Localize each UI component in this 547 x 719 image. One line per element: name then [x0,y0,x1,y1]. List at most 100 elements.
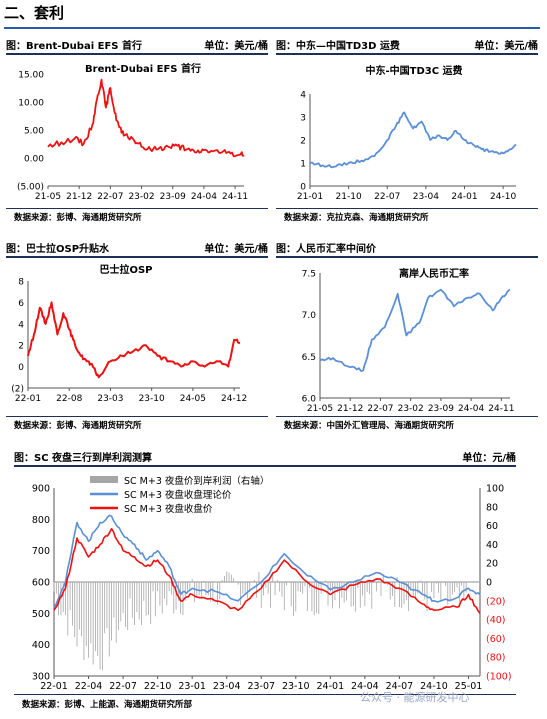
x-tick-label: 21-05 [35,192,61,202]
panel3-title: 图：巴士拉OSP升贴水 [6,244,110,255]
y-tick-label: 600 [32,578,50,589]
panel2-header-rule [276,53,538,55]
x-tick-label: 24-11 [488,404,514,414]
x-tick-label: 23-10 [139,394,165,404]
y2-tick-label: 0 [486,578,492,589]
panel1-title: 图：Brent-Dubai EFS 首行 [6,41,142,52]
x-tick-label: 21-12 [337,404,363,414]
panel5-header-rule [14,465,516,467]
y2-tick-label: (80) [486,653,506,664]
y-tick-label: 15.00 [18,71,44,81]
y-tick-label: 6.0 [302,395,317,405]
panel4-header: 图：人民币汇率中间价 [276,240,538,255]
x-tick-label: 22-01 [40,681,68,692]
x-tick-label: 23-04 [213,681,241,692]
panel3-header: 图：巴士拉OSP升贴水 单位：美元/桶 [6,240,268,255]
x-tick-label: 23-02 [128,192,154,202]
series-line [53,514,481,608]
y2-tick-label: (60) [486,634,506,645]
y2-tick-label: (40) [486,615,506,626]
y-tick-label: (5.00) [17,183,44,193]
y2-tick-label: 80 [486,502,498,513]
y-tick-label: 10.00 [18,99,44,109]
panel5-title: 图：SC 夜盘三行到岸利润测算 [14,453,153,464]
x-tick-label: 22-07 [97,192,123,202]
x-tick-label: 23-10 [282,681,310,692]
y-tick-label: 2 [300,137,306,147]
chart-title: 离岸人民币汇率 [399,267,469,280]
panel2-title: 图：中东—中国TD3D 运费 [276,41,400,52]
panel5-unit: 单位：元/桶 [462,453,516,464]
panel2-source-rule [276,208,538,209]
panel5-source-rule [14,694,516,695]
y-tick-label: 0 [18,363,24,373]
y-tick-label: (2) [11,385,24,395]
x-tick-label: 21-05 [307,404,333,414]
x-tick-label: 22-07 [109,681,137,692]
panel4-chart: 7.5 7.0 6.5 6.021-05 21-12 22-07 23-02 23-09 24-… [302,267,515,414]
y2-tick-label: (100) [486,672,512,683]
x-tick-label: 24-05 [180,394,206,404]
panel4-title: 图：人民币汇率中间价 [276,244,376,255]
panel3-unit: 单位：美元/桶 [204,244,268,255]
section-title: 二、套利 [4,4,65,22]
x-tick-label: 22-01 [15,394,41,404]
panel5-chart: 900 800 700 600 500 400 300 100 80 60 40 20 0 (20) (40… [32,475,512,692]
x-tick-label: 23-09 [428,404,454,414]
x-tick-label: 23-09 [160,192,186,202]
x-tick-label: 22-07 [367,404,393,414]
y-tick-label: 3 [300,114,306,124]
x-tick-label: 24-01 [317,681,345,692]
chart-title: Brent-Dubai EFS 首行 [85,62,201,75]
panel1-source: 数据来源：彭博、海通期货研究所 [14,213,142,223]
y-tick-label: 500 [32,609,50,620]
y-tick-label: 7.5 [302,270,316,280]
y2-tick-label: 40 [486,540,498,551]
panel5-header: 图：SC 夜盘三行到岸利润测算 单位：元/桶 [14,449,516,464]
panel5-source: 数据来源：彭博、上能源、海通期货研究所部 [22,700,193,710]
series-line [309,111,517,169]
x-tick-label: 22-10 [144,681,172,692]
series-line [27,301,241,379]
y-tick-label: 0.00 [24,155,44,165]
legend-label: SC M+3 夜盘收盘理论价 [124,489,232,501]
x-tick-label: 24-10 [420,681,448,692]
y2-tick-label: 100 [486,484,504,495]
panel2-unit: 单位：美元/桶 [474,41,538,52]
x-tick-label: 22-08 [56,394,82,404]
y-tick-label: 4 [300,91,306,101]
x-tick-label: 24-01 [451,192,477,202]
y-tick-label: 6.5 [302,353,316,363]
panel3-chart: 8 6 4 2 0 (2)22-01 22-08 23-03 23-10 24-05 24-12 巴士… [11,263,247,404]
panel3-header-rule [6,256,268,258]
y-tick-label: 0 [300,183,306,193]
x-tick-label: 24-12 [221,394,247,404]
y-tick-label: 6 [18,299,24,309]
x-tick-label: 25-01 [455,681,483,692]
x-tick-label: 22-07 [374,192,400,202]
x-tick-label: 23-02 [398,404,424,414]
panel1-header-rule [6,53,268,55]
y-tick-label: 2 [18,342,24,352]
chart-title: 巴士拉OSP [99,263,152,276]
panel3-source: 数据来源：彭博、海通期货研究所 [14,421,142,431]
chart-title: 中东-中国TD3C 运费 [365,64,462,77]
panel4-source: 数据来源：中国外汇管理局、海通期货研究所 [284,421,455,431]
y-tick-label: 8 [18,278,24,288]
y-tick-label: 700 [32,546,50,557]
section-underline [4,27,540,29]
legend-label: SC M+3 夜盘价到岸利润（右轴） [124,475,269,487]
panel2-chart: 4 3 2 1 021-01 21-10 22-07 23-04 24-01 24-10 中东-中国… [297,64,517,202]
x-tick-label: 24-04 [351,681,379,692]
series-line [53,527,481,614]
panel2-header: 图：中东—中国TD3D 运费 单位：美元/桶 [276,37,538,52]
x-tick-label: 23-01 [178,681,206,692]
y-tick-label: 300 [32,672,50,683]
y-tick-label: 900 [32,484,50,495]
x-tick-label: 24-04 [191,192,217,202]
x-tick-label: 24-07 [386,681,414,692]
x-tick-label: 22-04 [75,681,103,692]
y-tick-label: 800 [32,515,50,526]
watermark: 公众号 · 能源研发中心 [360,691,470,704]
y-tick-label: 400 [32,640,50,651]
